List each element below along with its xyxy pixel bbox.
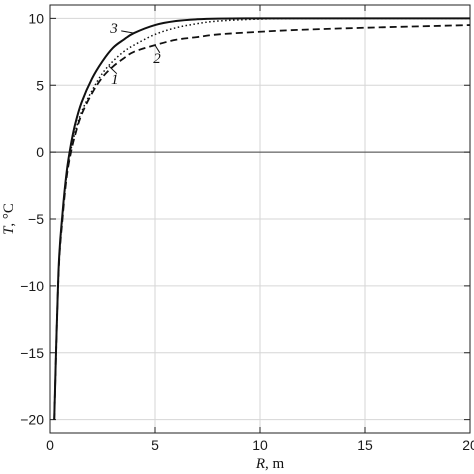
axis-ticks: 0 5 10 15 20 −20 −15 −10 −5 0 5 10 <box>20 5 474 453</box>
y-axis-title: T, °C <box>1 203 17 235</box>
y-tick-label: 5 <box>36 77 44 93</box>
y-tick-label: −15 <box>20 345 44 361</box>
y-tick-label: −5 <box>28 211 44 227</box>
x-tick-label: 20 <box>462 437 474 453</box>
curve-label-leader-1 <box>108 65 118 75</box>
x-axis-title: R, m <box>255 456 285 472</box>
y-tick-label: 0 <box>36 144 44 160</box>
curve-labels: 3 2 1 <box>108 21 161 88</box>
curve-label-leader-3 <box>121 30 135 34</box>
curve-label-2: 2 <box>153 51 161 67</box>
y-tick-label: −20 <box>20 412 44 428</box>
curve-label-leader-2 <box>154 44 161 54</box>
x-tick-label: 0 <box>46 437 54 453</box>
x-tick-label: 10 <box>252 437 268 453</box>
curve-label-3: 3 <box>109 21 118 37</box>
curve-label-1: 1 <box>111 72 119 88</box>
y-tick-label: 10 <box>28 10 44 26</box>
y-tick-label: −10 <box>20 278 44 294</box>
series-line-3 <box>53 17 470 420</box>
x-tick-label: 15 <box>357 437 373 453</box>
series-lines <box>53 17 471 420</box>
x-tick-label: 5 <box>151 437 159 453</box>
grid-lines <box>49 5 471 433</box>
